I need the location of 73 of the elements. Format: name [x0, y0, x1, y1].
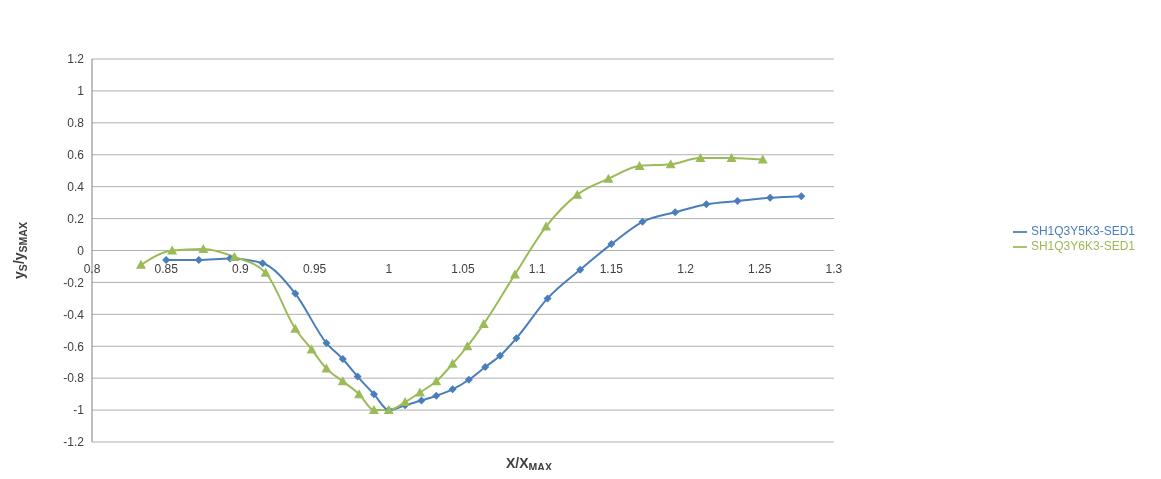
point: [695, 152, 706, 162]
y-tick-label: -1: [73, 403, 85, 418]
point: [417, 396, 426, 405]
y-tick-label: -0.2: [63, 275, 85, 290]
point: [478, 318, 489, 328]
point: [290, 323, 301, 333]
x-tick-label: 1.25: [748, 262, 772, 277]
point: [368, 405, 379, 415]
point: [603, 173, 614, 183]
point: [576, 265, 585, 274]
x-axis-title: X/X$_{MAX}$: [506, 455, 552, 473]
point: [766, 193, 775, 202]
point: [291, 289, 300, 298]
point: [607, 240, 616, 249]
point: [665, 159, 676, 169]
point: [353, 372, 362, 381]
point: [757, 154, 768, 164]
point: [541, 221, 552, 231]
point: [167, 245, 178, 255]
legend-label: SH1Q3Y6K3-SED1: [1030, 239, 1135, 253]
point: [322, 339, 331, 348]
y-tick-label: 1: [77, 84, 85, 99]
point: [481, 363, 490, 371]
y-tick-label: 0.4: [67, 179, 85, 194]
x-tick-label: 1.2: [677, 262, 695, 277]
point: [414, 387, 425, 397]
x-tick-label: 0.95: [302, 262, 327, 277]
legend-label: SH1Q3Y5K3-SED1: [1030, 224, 1135, 239]
point: [229, 251, 240, 261]
point: [638, 217, 647, 226]
point: [671, 208, 680, 217]
point: [464, 375, 473, 384]
point: [260, 267, 271, 277]
y-tick-label: 0.2: [67, 211, 85, 226]
y-tick-label: -0.8: [63, 371, 85, 386]
y-tick-label: 0: [77, 243, 85, 258]
y-tick-label: 1.2: [67, 52, 85, 67]
point: [369, 390, 378, 399]
y-tick-label: -1.2: [63, 435, 85, 450]
point: [496, 351, 505, 360]
point: [634, 160, 645, 170]
y-tick-label: -0.6: [63, 339, 85, 354]
point: [400, 397, 411, 407]
point: [462, 341, 473, 351]
point: [258, 259, 267, 268]
point: [135, 259, 146, 269]
point: [432, 391, 441, 400]
x-tick-label: 1.05: [451, 262, 475, 277]
point: [543, 294, 552, 303]
point: [702, 200, 711, 209]
x-tick-label: 1.3: [825, 262, 843, 277]
point: [337, 376, 348, 386]
x-tick-label: 1: [385, 262, 393, 277]
y-tick-label: 0.8: [67, 116, 85, 131]
y-tick-label: -0.4: [63, 307, 85, 322]
point: [447, 358, 458, 368]
point: [797, 192, 806, 201]
point: [354, 389, 365, 399]
point: [448, 385, 457, 394]
point: [431, 376, 442, 386]
x-tick-label: 1.15: [599, 262, 624, 277]
x-tick-label: 1.1: [528, 262, 546, 277]
point: [306, 344, 317, 354]
point: [338, 355, 347, 364]
x-tick-label: 0.85: [154, 262, 179, 277]
point: [726, 152, 737, 162]
point: [321, 363, 332, 373]
point: [572, 189, 583, 199]
point: [198, 243, 209, 253]
point: [733, 197, 742, 206]
x-tick-label: 0.9: [232, 262, 250, 277]
point: [512, 334, 521, 343]
y-tick-label: 0.6: [67, 148, 85, 163]
